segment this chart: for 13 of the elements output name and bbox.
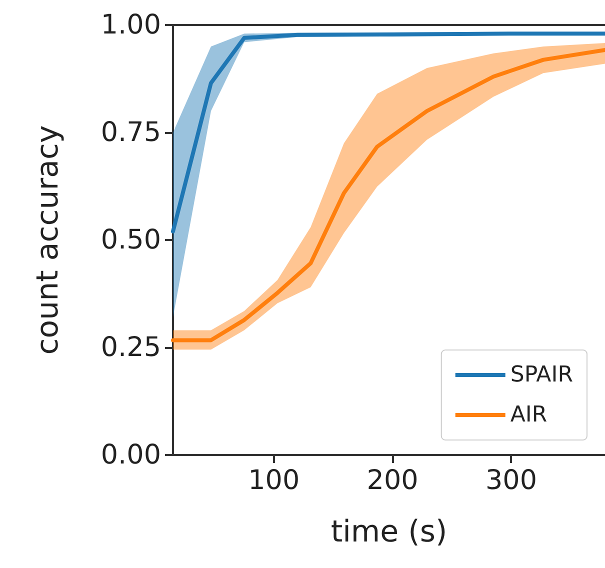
line-series — [171, 32, 605, 234]
x-tick-label: 100 — [248, 465, 300, 496]
legend-label: SPAIR — [510, 362, 574, 388]
x-tick-label: 300 — [485, 465, 538, 496]
x-axis-title: time (s) — [330, 514, 448, 550]
y-tick-label: 0.00 — [100, 440, 161, 470]
x-tick-label: 200 — [366, 465, 418, 496]
y-tick-label: 1.00 — [100, 10, 161, 40]
y-tick-label: 0.75 — [100, 117, 161, 148]
y-tick-label: 0.50 — [100, 224, 161, 256]
y-tick-label: 0.25 — [100, 332, 161, 363]
legend-label: AIR — [510, 402, 548, 428]
y-axis-title: count accuracy — [30, 125, 66, 355]
